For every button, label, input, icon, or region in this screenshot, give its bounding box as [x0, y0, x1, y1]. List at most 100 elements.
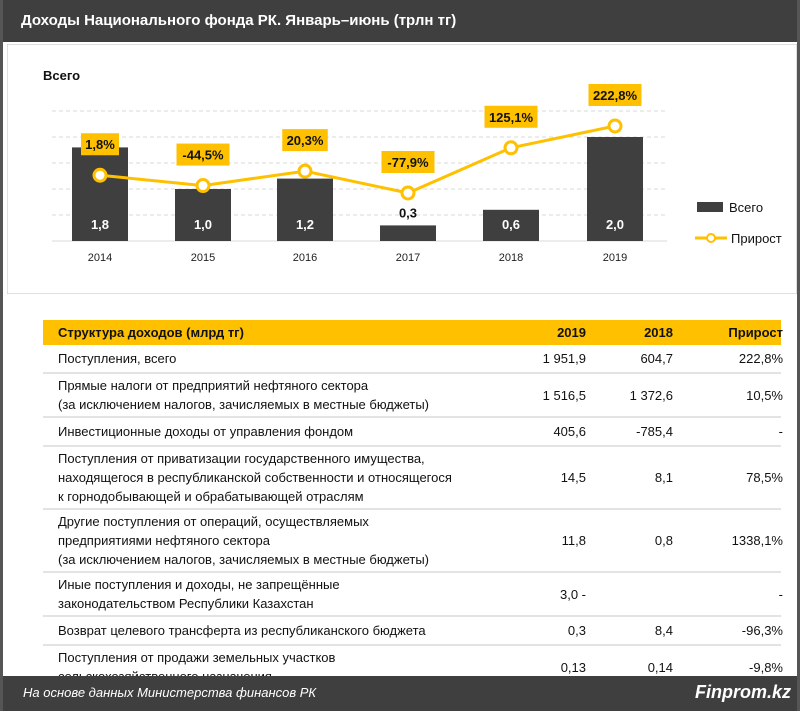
growth-point	[400, 185, 416, 201]
bar-2016	[277, 178, 333, 241]
growth-point	[92, 167, 108, 183]
bar-label: 1,2	[296, 217, 314, 232]
value-2019: 0,13	[560, 659, 586, 675]
value-growth: 222,8%	[738, 351, 783, 366]
row-label-line: (за исключением налогов, зачисляемых в м…	[58, 552, 429, 567]
growth-label-box	[588, 84, 642, 107]
bar-2018	[483, 209, 539, 241]
growth-point	[607, 118, 623, 134]
table-row: Поступления, всего 1 951,9 604,7 222,8%	[43, 345, 783, 374]
bar-label: 0,3	[399, 205, 417, 220]
value-2018: 604,7	[640, 351, 673, 366]
legend-line-marker	[706, 233, 716, 243]
row-label-line: Поступления от приватизации государствен…	[58, 451, 425, 466]
row-label-line: Другие поступления от операций, осуществ…	[58, 514, 369, 529]
row-label-line: законодательством Республики Казахстан	[58, 596, 314, 611]
row-label-line: Поступления, всего	[58, 351, 177, 366]
row-label: Прямые налоги от предприятий нефтяного с…	[43, 376, 508, 414]
brand-logo: Finprom.kz	[694, 682, 791, 702]
x-tick-label: 2017	[396, 252, 420, 264]
growth-point	[297, 163, 313, 179]
row-label-line: Возврат целевого трансферта из республик…	[58, 623, 426, 638]
value-2019: 1 951,9	[542, 351, 586, 366]
growth-label-box	[282, 129, 328, 152]
row-label: Возврат целевого трансферта из республик…	[43, 621, 508, 640]
table-row: Поступления от приватизации государствен…	[43, 447, 783, 510]
value-2018: 1 372,6	[629, 387, 673, 403]
row-label: Инвестиционные доходы от управления фонд…	[43, 422, 508, 441]
x-tick-label: 2014	[88, 252, 112, 264]
bar-2015	[175, 189, 231, 241]
header-label: Структура доходов (млрд тг)	[58, 325, 244, 340]
growth-label-box	[81, 133, 119, 156]
table-row: Инвестиционные доходы от управления фонд…	[43, 418, 783, 447]
row-label-line: Прямые налоги от предприятий нефтяного с…	[58, 378, 369, 393]
bar-label: 1,0	[194, 217, 212, 232]
growth-point	[503, 140, 519, 156]
table-row: Иные поступления и доходы, не запрещённы…	[43, 573, 783, 617]
bar-2019	[587, 137, 643, 241]
bar-2017	[380, 225, 436, 241]
row-label: Поступления от приватизации государствен…	[43, 449, 508, 506]
bar-2014	[72, 147, 128, 241]
income-structure-table: Структура доходов (млрд тг) 2019 2018 Пр…	[43, 320, 783, 690]
x-tick-label: 2019	[603, 252, 627, 264]
value-2018: 8,1	[654, 470, 673, 485]
growth-label-box	[176, 143, 230, 166]
row-label-line: к горнодобывающей и обрабатывающей отрас…	[58, 489, 364, 504]
header-growth: Прирост	[728, 325, 783, 340]
row-label-line: Иные поступления и доходы, не запрещённы…	[58, 577, 340, 592]
value-2019: 0,3	[567, 623, 586, 638]
growth-line	[99, 124, 616, 195]
value-growth: -9,8%	[749, 659, 783, 675]
bar-label: 0,6	[502, 217, 520, 232]
x-tick-label: 2015	[191, 252, 215, 264]
page-title: Доходы Национального фонда РК. Январь–ию…	[3, 0, 797, 42]
chart: Всего 1,8 2014 1,0 2015 1,2 2016 0,3 2017 0,6 2018…	[7, 44, 797, 294]
header-2018: 2018	[644, 325, 673, 340]
row-label-line: (за исключением налогов, зачисляемых в м…	[58, 397, 429, 412]
table-row: Возврат целевого трансферта из республик…	[43, 617, 783, 646]
table-row: Другие поступления от операций, осуществ…	[43, 510, 783, 573]
value-growth: 1338,1%	[731, 533, 783, 548]
value-2018: 0,8	[654, 533, 673, 548]
value-growth: -	[778, 586, 783, 602]
value-2018: 8,4	[654, 623, 673, 638]
value-2019: 14,5	[560, 470, 586, 485]
value-2019: 405,6	[553, 424, 586, 439]
growth-label-box	[484, 105, 538, 128]
growth-label: -44,5%	[182, 148, 224, 163]
growth-label: 1,8%	[85, 137, 115, 152]
row-label-line: предприятиями нефтяного сектора	[58, 533, 271, 548]
legend-bar-label: Всего	[729, 200, 763, 215]
source-note: На основе данных Министерства финансов Р…	[23, 685, 317, 700]
value-growth: -	[778, 424, 783, 439]
value-2018: 0,14	[647, 659, 673, 675]
legend-bar-swatch	[697, 202, 723, 212]
row-label: Поступления, всего	[43, 349, 508, 368]
value-growth: 78,5%	[746, 470, 783, 485]
y-axis-label: Всего	[43, 68, 80, 83]
growth-point	[195, 178, 211, 194]
table-header: Структура доходов (млрд тг) 2019 2018 Пр…	[43, 320, 783, 345]
legend-line-label: Прирост	[731, 231, 782, 246]
bar-label: 1,8	[91, 217, 109, 232]
row-label: Иные поступления и доходы, не запрещённы…	[43, 575, 508, 613]
value-2018: -785,4	[636, 424, 673, 439]
x-tick-label: 2016	[293, 252, 317, 264]
value-2019: 11,8	[561, 533, 586, 548]
row-label-line: находящегося в республиканской собственн…	[58, 470, 452, 485]
table-row: Прямые налоги от предприятий нефтяного с…	[43, 374, 783, 418]
growth-label: 20,3%	[287, 133, 324, 148]
x-tick-label: 2018	[499, 252, 523, 264]
row-label: Другие поступления от операций, осуществ…	[43, 512, 508, 569]
row-label-line: Поступления от продажи земельных участко…	[58, 650, 336, 665]
growth-label-box	[381, 151, 435, 173]
footer: На основе данных Министерства финансов Р…	[3, 676, 797, 711]
value-2019: 3,0 -	[559, 586, 586, 602]
value-growth: 10,5%	[746, 387, 783, 403]
growth-label: 125,1%	[489, 110, 534, 125]
growth-label: -77,9%	[387, 155, 429, 170]
value-2019: 1 516,5	[542, 387, 586, 403]
